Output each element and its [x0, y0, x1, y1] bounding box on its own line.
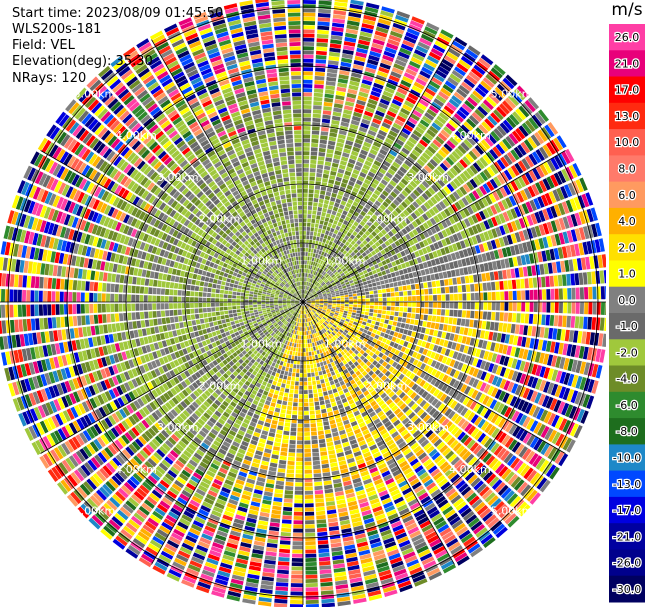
- colorbar-tick-label: 2.0: [618, 241, 636, 254]
- range-label: 1.00km: [241, 338, 283, 351]
- colorbar-swatch: [609, 575, 645, 603]
- colorbar-swatch: [609, 50, 645, 78]
- range-label: 5.00km: [74, 87, 116, 100]
- nrays-label: NRays: 120: [12, 71, 87, 86]
- field-label: Field: VEL: [12, 38, 75, 53]
- range-label: 2.00km: [199, 379, 241, 392]
- azimuth-spoke: [302, 301, 455, 565]
- colorbar-tick-label: 6.0: [618, 189, 636, 202]
- gate-group: [1, 0, 588, 607]
- colorbar-swatch: [609, 207, 645, 235]
- colorbar-swatch: [609, 286, 645, 314]
- colorbar-tick-label: 0.0: [618, 294, 636, 307]
- velocity-colorbar: 26.0 21.0 17.0 13.0 10.0 8.0 6.0 4.0 2.0 1.0 0.0 -1…: [609, 24, 645, 603]
- range-label: 3.00km: [407, 421, 449, 434]
- colorbar-tick-label: -4.0: [616, 373, 637, 386]
- colorbar-swatch: [609, 234, 645, 261]
- colorbar-tick-label: -26.0: [613, 557, 641, 570]
- range-label: 3.00km: [157, 171, 199, 184]
- colorbar-swatch: [609, 470, 645, 498]
- colorbar-swatch: [609, 260, 645, 288]
- azimuth-spoke: [151, 39, 304, 303]
- range-label: 5.00km: [491, 87, 533, 100]
- colorbar-swatch: [609, 391, 645, 419]
- range-label: 2.00km: [366, 213, 408, 226]
- range-label: 5.00km: [74, 505, 116, 518]
- azimuth-spoke: [302, 150, 566, 303]
- elevation-label: Elevation(deg): 35.30: [12, 54, 153, 69]
- azimuth-spoke: [40, 150, 304, 303]
- range-label: 3.00km: [157, 421, 199, 434]
- range-label: 2.00km: [199, 213, 241, 226]
- gate-group: [11, 0, 605, 596]
- colorbar-tick-label: 21.0: [615, 57, 640, 70]
- colorbar-tick-label: -1.0: [616, 320, 637, 333]
- colorbar-tick-label: -30.0: [613, 583, 641, 596]
- range-labels: 1.00km 2.00km 3.00km 4.00km 5.00km 1.00km 2.00…: [74, 87, 533, 517]
- colorbar-tick-label: -2.0: [616, 346, 637, 359]
- colorbar-tick-label: -13.0: [613, 478, 641, 491]
- range-label: 4.00km: [115, 463, 157, 476]
- colorbar-swatch: [609, 102, 645, 130]
- range-label: 1.00km: [324, 338, 366, 351]
- colorbar-unit: m/s: [611, 0, 643, 20]
- azimuth-spoke: [302, 39, 455, 303]
- azimuth-spokes: [0, 0, 606, 605]
- range-label: 2.00km: [366, 379, 408, 392]
- azimuth-spoke: [151, 301, 304, 565]
- colorbar-swatch: [609, 339, 645, 367]
- colorbar-swatch: [609, 418, 645, 445]
- colorbar-swatch: [609, 181, 645, 209]
- range-label: 4.00km: [449, 463, 491, 476]
- range-label: 4.00km: [115, 129, 157, 142]
- gate-group: [4, 20, 606, 604]
- range-label: 3.00km: [407, 171, 449, 184]
- colorbar-tick-label: 17.0: [615, 84, 640, 97]
- colorbar-swatch: [609, 129, 645, 156]
- colorbar-swatch: [609, 523, 645, 550]
- range-label: 5.00km: [491, 505, 533, 518]
- range-gates: [0, 0, 606, 607]
- azimuth-spoke: [40, 301, 304, 454]
- colorbar-tick-label: 1.0: [618, 268, 636, 281]
- colorbar-swatch: [609, 24, 645, 51]
- colorbar-swatch: [609, 76, 645, 104]
- azimuth-spoke: [302, 301, 566, 454]
- colorbar-tick-label: 4.0: [618, 215, 636, 228]
- colorbar-swatch: [609, 365, 645, 393]
- colorbar-swatch: [609, 155, 645, 183]
- gate-group: [5, 14, 595, 600]
- radar-ppi-display: 1.00km 2.00km 3.00km 4.00km 5.00km 1.00km 2.00…: [0, 0, 606, 607]
- start-time-label: Start time: 2023/08/09 01:45:50: [12, 6, 224, 21]
- colorbar-tick-label: -8.0: [616, 425, 637, 438]
- colorbar-tick-label: -6.0: [616, 399, 637, 412]
- range-label: 1.00km: [324, 254, 366, 267]
- colorbar-tick-label: -21.0: [613, 530, 641, 543]
- colorbar-swatch: [609, 496, 645, 524]
- site-label: WLS200s-181: [12, 22, 102, 37]
- range-label: 1.00km: [241, 254, 283, 267]
- colorbar-tick-label: 10.0: [615, 136, 640, 149]
- colorbar-swatch: [609, 313, 645, 340]
- colorbar-tick-label: 13.0: [615, 110, 640, 123]
- colorbar-swatch: [609, 549, 645, 577]
- colorbar-tick-label: 26.0: [615, 31, 640, 44]
- range-label: 4.00km: [449, 129, 491, 142]
- colorbar-tick-label: -10.0: [613, 452, 641, 465]
- colorbar-tick-label: -17.0: [613, 504, 641, 517]
- colorbar-tick-label: 8.0: [618, 163, 636, 176]
- colorbar-swatch: [609, 444, 645, 472]
